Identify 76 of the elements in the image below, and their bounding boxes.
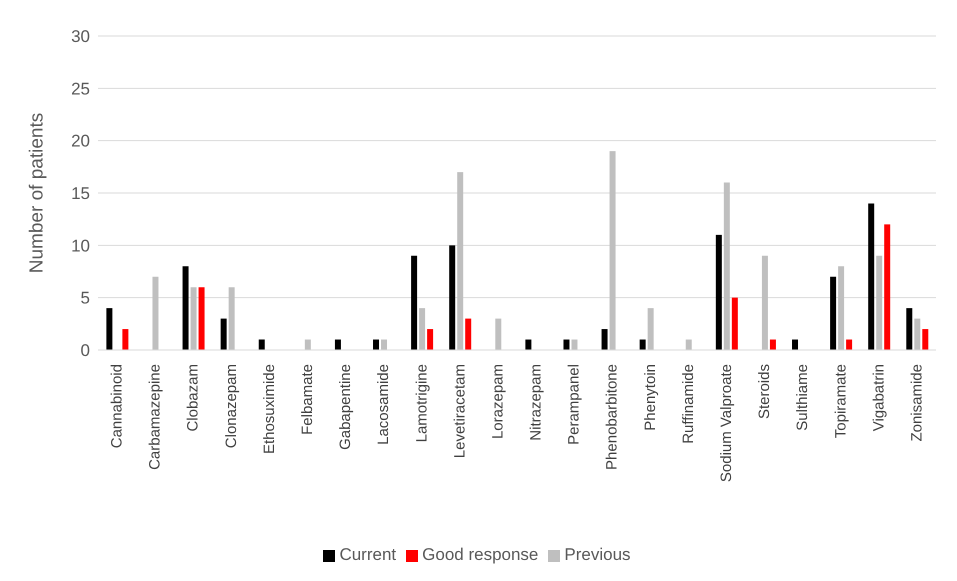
bar: [190, 287, 197, 350]
bar: [525, 340, 532, 350]
bar: [876, 256, 882, 350]
bar: [427, 329, 434, 350]
legend-label: Good response: [422, 545, 538, 564]
y-tick-label: 30: [71, 27, 90, 46]
bar: [106, 308, 112, 350]
bar: [419, 308, 426, 350]
x-tick-label: Lamotrigine: [413, 364, 430, 442]
bar: [762, 256, 768, 350]
y-tick-label: 0: [80, 341, 90, 360]
bar: [334, 340, 341, 350]
x-tick-label: Topiramate: [832, 364, 850, 438]
x-tick-label: Cannabinoid: [108, 364, 126, 448]
x-tick-label: Gabapentine: [337, 364, 354, 450]
x-tick-label: Perampanel: [566, 364, 583, 445]
bar: [465, 318, 472, 350]
x-tick-label: Steroids: [756, 364, 774, 420]
x-tick-label: Ruffinamide: [680, 364, 697, 444]
legend-label: Previous: [564, 545, 631, 564]
x-tick-label: Felbamate: [299, 364, 316, 435]
bar: [770, 340, 776, 350]
bar: [922, 329, 928, 350]
bar: [906, 308, 912, 350]
bar: [830, 276, 836, 350]
bar: [610, 151, 616, 350]
x-tick-label: Clobazam: [184, 364, 202, 432]
x-tick-label: Zonisamide: [908, 364, 926, 442]
bar: [686, 340, 692, 350]
x-tick-label: Carbamazepine: [146, 364, 164, 470]
bar: [411, 256, 418, 350]
x-tick-label: Phenytoin: [642, 364, 659, 431]
bar: [152, 276, 158, 350]
bar: [732, 298, 738, 350]
bar: [571, 340, 578, 350]
bar: [884, 224, 890, 350]
x-tick-label: Lacosamide: [375, 364, 392, 445]
bar: [198, 287, 205, 350]
x-tick-label: Phenobarbitone: [604, 364, 621, 470]
x-tick-label: Levetiracetam: [451, 364, 468, 458]
bar: [914, 318, 920, 350]
bar: [304, 340, 311, 350]
x-tick-label: Lorazepam: [489, 364, 506, 440]
bar: [457, 172, 464, 350]
x-tick-label: Sodium Valproate: [718, 364, 735, 482]
bar: [228, 287, 235, 350]
y-tick-label: 15: [71, 184, 90, 204]
bar: [373, 340, 380, 350]
y-tick-label: 5: [80, 288, 90, 308]
x-tick-label: Sulthiame: [794, 364, 812, 431]
bar: [182, 266, 189, 350]
bar: [846, 340, 852, 350]
bar: [220, 318, 227, 350]
x-tick-label: Vigabatrin: [870, 364, 888, 432]
bar: [258, 340, 265, 350]
y-axis-title: Number of patients: [26, 112, 48, 274]
bar: [563, 340, 570, 350]
y-tick-label: 25: [71, 79, 90, 98]
bar: [449, 245, 456, 350]
bar: [724, 182, 730, 350]
bar: [381, 340, 388, 350]
y-tick-label: 10: [71, 236, 90, 256]
bar: [122, 329, 128, 350]
x-tick-label: Clonazepam: [222, 364, 240, 448]
bar: [716, 234, 722, 350]
bar: [792, 340, 798, 350]
x-tick-label: Ethosuximide: [260, 364, 278, 454]
bar: [648, 308, 654, 350]
bar: [602, 329, 608, 350]
bar: [495, 318, 502, 350]
bar: [868, 203, 874, 350]
bar: [838, 266, 844, 350]
y-tick-label: 20: [71, 132, 90, 151]
legend-label: Current: [339, 545, 396, 564]
bar: [640, 340, 646, 350]
x-tick-label: Nitrazepam: [528, 364, 545, 441]
